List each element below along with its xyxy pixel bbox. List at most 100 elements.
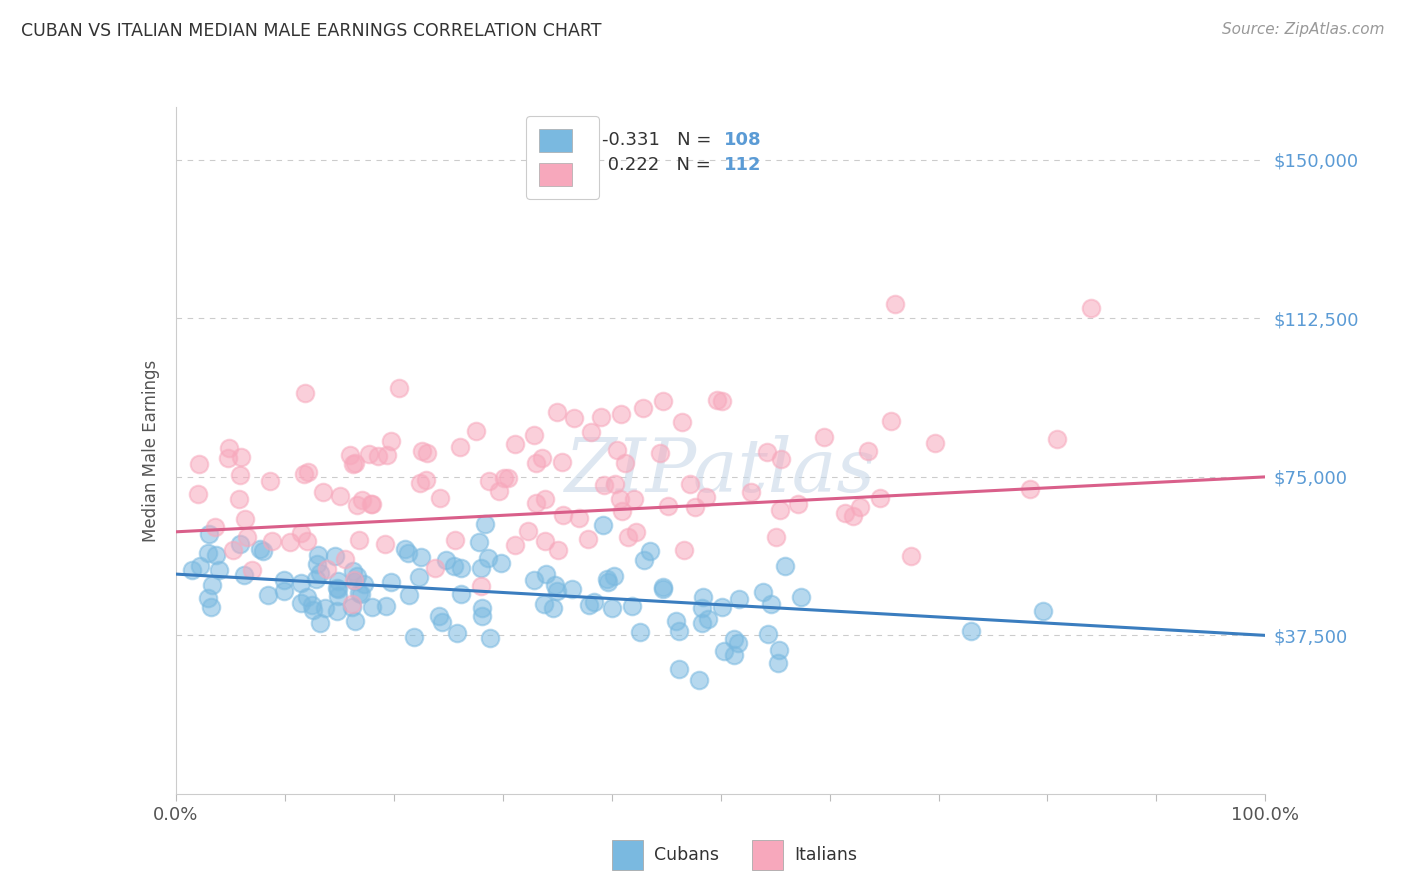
Point [411,549,433,564]
Point [415,473,437,487]
Point [326,604,349,618]
Text: Italians: Italians [794,846,858,864]
Point [690,601,713,615]
Point [222,543,245,558]
Point [652,582,675,596]
Point [524,496,547,510]
Point [208,563,231,577]
Point [692,590,714,604]
Point [273,583,295,598]
Point [775,559,797,574]
Legend: , : , [526,116,599,199]
Point [848,500,870,514]
Point [544,577,567,591]
Point [314,600,336,615]
Point [1046,432,1069,446]
Point [672,543,695,558]
Point [494,471,516,485]
Point [624,524,647,539]
Point [374,537,396,551]
Point [259,474,281,488]
Point [388,381,411,395]
Point [668,662,690,676]
Point [880,415,903,429]
Point [614,456,637,470]
Point [205,548,228,562]
Point [768,657,790,671]
Point [546,405,568,419]
Point [302,603,325,617]
Point [620,599,643,614]
Point [323,549,346,563]
Point [679,477,702,491]
Point [343,573,366,587]
Point [375,448,398,462]
Point [360,497,382,511]
Point [446,626,468,640]
Point [690,616,713,631]
Point [228,492,250,507]
Point [924,436,946,450]
Point [340,600,363,615]
Point [434,553,457,567]
Point [1019,482,1042,496]
Point [326,574,349,589]
Point [398,588,420,602]
Point [188,559,211,574]
Point [657,500,679,514]
Point [603,477,626,491]
Point [470,561,492,575]
Point [474,516,496,531]
Point [516,524,538,538]
Point [252,543,274,558]
Point [769,503,792,517]
Point [713,644,735,658]
Point [229,468,252,483]
Point [328,582,350,597]
Point [294,386,316,401]
Point [326,581,349,595]
Point [578,598,600,612]
Point [425,561,447,575]
Point [240,563,263,577]
Point [578,532,600,546]
Point [309,616,332,631]
Point [609,491,631,506]
Point [290,596,312,610]
Point [633,401,655,415]
Point [523,428,546,442]
Point [396,546,419,560]
Point [361,600,384,615]
Point [347,533,370,547]
Point [278,535,301,549]
Point [235,531,257,545]
Point [536,566,558,581]
Point [562,411,585,425]
Point [603,569,626,583]
Point [339,448,361,462]
Point [290,525,312,540]
Point [786,497,808,511]
Point [841,509,863,524]
Text: CUBAN VS ITALIAN MEDIAN MALE EARNINGS CORRELATION CHART: CUBAN VS ITALIAN MEDIAN MALE EARNINGS CO… [21,22,602,40]
Point [523,574,546,588]
Point [307,557,329,571]
Point [380,574,402,589]
Point [488,484,510,499]
Point [668,624,690,638]
Point [394,542,416,557]
Point [589,410,612,425]
Point [592,478,614,492]
Point [1032,604,1054,618]
Point [262,533,284,548]
Point [249,541,271,556]
Point [546,584,568,599]
Point [1080,301,1102,315]
Point [606,443,628,458]
Point [357,447,380,461]
Point [496,470,519,484]
Y-axis label: Median Male Earnings: Median Male Earnings [142,359,160,541]
Point [187,486,209,500]
Point [768,642,790,657]
Point [197,591,219,605]
